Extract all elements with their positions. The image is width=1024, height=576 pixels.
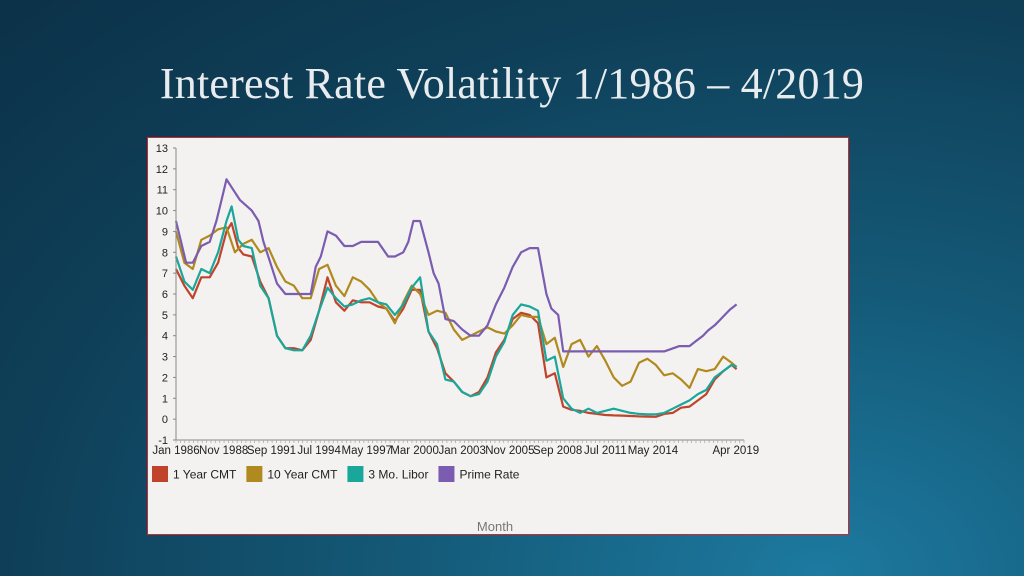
legend-swatch-10-year-cmt (246, 466, 263, 482)
series-line-prime-rate (174, 178, 738, 353)
y-tick-label: 8 (162, 247, 168, 259)
y-tick-label: 6 (162, 289, 168, 301)
x-tick-label: Jul 2011 (584, 445, 627, 457)
x-tick-label: Apr 2019 (712, 445, 759, 457)
y-tick-label: 1 (162, 393, 168, 405)
x-tick-label: Nov 2005 (485, 445, 534, 457)
x-tick-label: May 2014 (628, 445, 679, 457)
y-tick-label: 0 (162, 414, 168, 426)
legend-label-1-year-cmt: 1 Year CMT (173, 468, 237, 482)
legend-label-10-year-cmt: 10 Year CMT (267, 468, 338, 482)
x-tick-label: Sep 2008 (533, 445, 582, 457)
x-tick-label: Nov 1988 (199, 445, 248, 457)
x-tick-label: May 1997 (341, 445, 392, 457)
legend-swatch-3-mo-libor (347, 466, 364, 482)
y-tick-label: -1 (158, 435, 168, 447)
y-tick-label: 5 (162, 310, 168, 322)
x-tick-label: Mar 2000 (390, 445, 439, 457)
y-tick-label: 13 (156, 143, 168, 155)
legend-swatch-prime-rate (438, 466, 455, 482)
x-tick-label: Jan 1986 (152, 445, 199, 457)
legend-label-prime-rate: Prime Rate (459, 468, 519, 482)
y-tick-label: 4 (162, 331, 168, 343)
legend-swatch-1-year-cmt (152, 466, 168, 482)
x-axis-title: Month (477, 519, 513, 534)
y-tick-label: 11 (157, 185, 168, 197)
chart-panel: -1 0 1 2 3 4 5 6 7 8 9 10 11 12 13 Jan 1986 Nov 1988 Sep … (147, 137, 849, 535)
x-tick-label: Sep 1991 (247, 445, 296, 457)
y-tick-label: 2 (162, 372, 168, 384)
y-tick-label: 10 (156, 206, 168, 218)
legend-label-3-mo-libor: 3 Mo. Libor (368, 468, 428, 482)
series-line-3-mo-libor (174, 205, 738, 416)
x-tick-label: Jan 2003 (439, 445, 486, 457)
y-tick-label: 12 (156, 164, 168, 176)
y-tick-label: 9 (162, 226, 168, 238)
y-tick-label: 7 (162, 268, 168, 280)
slide-title: Interest Rate Volatility 1/1986 – 4/2019 (159, 59, 865, 108)
x-tick-label: Jul 1994 (297, 445, 341, 457)
y-tick-label: 3 (162, 352, 168, 364)
series-line-10-year-cmt (174, 226, 738, 389)
